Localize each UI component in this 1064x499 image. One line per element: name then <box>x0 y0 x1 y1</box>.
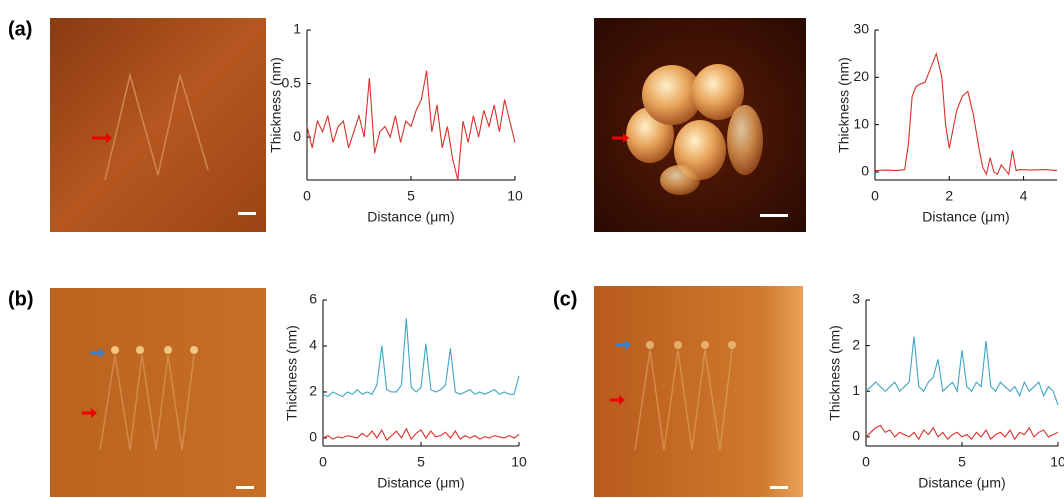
x-tick-label: 0 <box>303 188 311 204</box>
x-axis-label: Distance (μm) <box>922 209 1009 225</box>
y-tick-label: 1 <box>293 21 301 37</box>
y-axis-label: Thickness (nm) <box>268 57 284 153</box>
afm-image <box>594 286 803 497</box>
x-tick-label: 5 <box>407 188 415 204</box>
x-tick-label: 0 <box>862 454 870 470</box>
y-tick-label: 6 <box>309 291 317 307</box>
data-line <box>865 336 1059 406</box>
x-tick-label: 10 <box>511 454 527 470</box>
y-tick-label: 0 <box>293 128 301 144</box>
data-line <box>865 424 1059 441</box>
data-line <box>874 51 1058 176</box>
y-tick-label: 2 <box>309 383 317 399</box>
y-tick-label: 3 <box>852 291 860 307</box>
y-tick-label: 30 <box>853 21 869 37</box>
y-axis-label: Thickness (nm) <box>836 57 852 153</box>
x-tick-label: 2 <box>945 188 953 204</box>
panel-label: (a) <box>8 18 32 40</box>
data-line <box>322 427 520 442</box>
y-tick-label: 0 <box>309 429 317 445</box>
afm-image <box>594 18 806 232</box>
data-line <box>306 70 516 181</box>
y-tick-label: 0 <box>852 428 860 444</box>
y-tick-label: 4 <box>309 337 317 353</box>
x-tick-label: 5 <box>958 454 966 470</box>
x-tick-label: 5 <box>417 454 425 470</box>
y-tick-label: 1 <box>852 382 860 398</box>
x-tick-label: 4 <box>1020 188 1028 204</box>
panel-label: (b) <box>8 288 34 310</box>
y-tick-label: 10 <box>853 115 869 131</box>
x-tick-label: 10 <box>507 188 523 204</box>
panel-label: (c) <box>553 288 577 310</box>
x-tick-label: 0 <box>319 454 327 470</box>
afm-image <box>50 18 266 232</box>
y-tick-label: 0 <box>861 163 869 179</box>
y-axis-label: Thickness (nm) <box>284 325 300 421</box>
x-axis-label: Distance (μm) <box>918 475 1005 491</box>
x-axis-label: Distance (μm) <box>377 475 464 491</box>
afm-image <box>50 288 266 497</box>
data-line <box>322 318 520 398</box>
x-tick-label: 10 <box>1050 454 1064 470</box>
x-axis-label: Distance (μm) <box>367 209 454 225</box>
y-tick-label: 0.5 <box>282 74 302 90</box>
x-tick-label: 0 <box>871 188 879 204</box>
y-axis-label: Thickness (nm) <box>827 325 843 421</box>
y-tick-label: 2 <box>852 336 860 352</box>
y-tick-label: 20 <box>853 68 869 84</box>
